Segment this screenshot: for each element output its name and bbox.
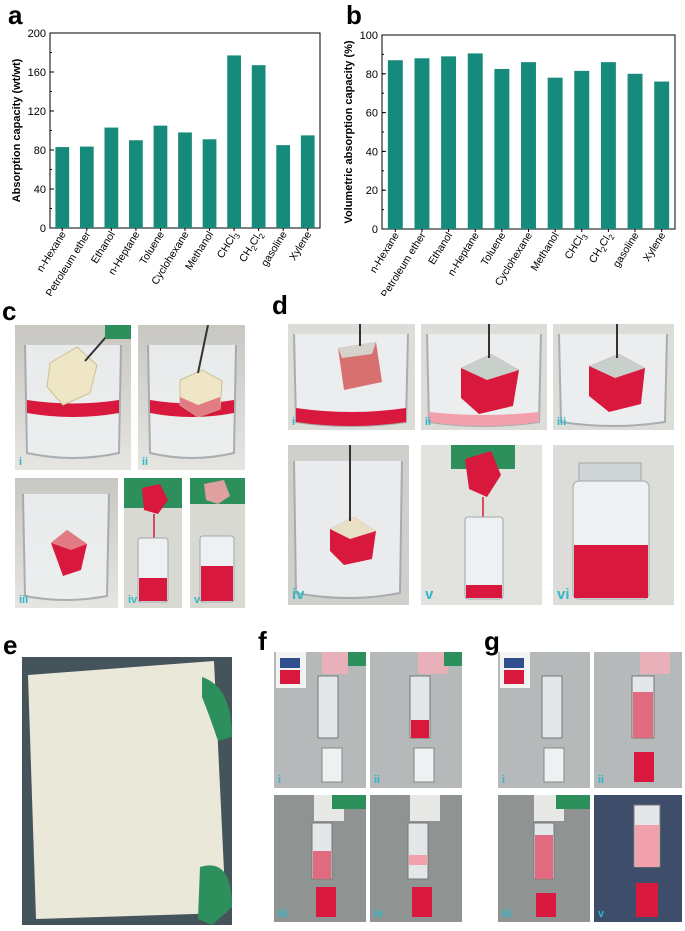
panel-label-f: f <box>258 626 267 656</box>
y-tick-label: 200 <box>28 28 46 40</box>
bar-petroleum-ether <box>414 58 430 229</box>
photo-d-iii: iii <box>553 324 674 430</box>
x-tick-label: Xylene <box>287 229 314 263</box>
photo-label: i <box>19 456 23 468</box>
photo-label: iii <box>557 416 567 428</box>
bar-n-heptane <box>467 53 483 230</box>
x-tick-label: gasoline <box>611 230 642 270</box>
y-tick-label: 0 <box>40 223 46 235</box>
bar-ethanol <box>104 127 119 228</box>
bar-n-heptane <box>129 140 143 228</box>
photo-label: ii <box>598 774 605 786</box>
photo-label: v <box>194 594 201 606</box>
photo-label: iv <box>292 586 305 603</box>
bar-xylene <box>654 81 670 229</box>
photo-label: iv <box>128 594 138 606</box>
bar-ch2cl2 <box>600 62 616 229</box>
bar-gasoline <box>627 73 643 229</box>
photo-c-iii: iii <box>15 478 118 608</box>
bar-toluene <box>494 68 510 229</box>
photo-label: iv <box>374 908 384 920</box>
photo-label: iii <box>278 908 288 920</box>
photo-f-ii: ii <box>370 652 462 788</box>
photo-label: iii <box>502 908 512 920</box>
bar-n-hexane <box>387 60 403 229</box>
panel-label-b: b <box>346 0 362 30</box>
photo-f-iv: iv <box>370 795 462 922</box>
photo-label: v <box>598 908 605 920</box>
photo-f-iii: iii <box>274 795 366 922</box>
photo-d-v: v <box>421 445 542 605</box>
x-tick-label: Ethanol <box>426 230 455 267</box>
panel-label-g: g <box>484 626 500 656</box>
bar-cyclohexane <box>178 132 192 228</box>
bar-n-hexane <box>55 147 70 228</box>
photo-label: v <box>425 586 434 603</box>
y-tick-label: 120 <box>28 106 46 118</box>
photo-label: i <box>292 416 296 428</box>
photo-g-iii: iii <box>498 795 590 922</box>
bar-ethanol <box>441 56 457 230</box>
photo-g-v: v <box>594 795 682 922</box>
photo-label: vi <box>557 586 570 603</box>
panel-label-c: c <box>2 296 17 326</box>
panel-label-a: a <box>8 0 23 30</box>
bar-ch2cl2 <box>251 65 266 228</box>
bar-petroleum-ether <box>79 146 94 228</box>
photo-c-i: i <box>15 325 131 470</box>
x-tick-label: CH2Cl2 <box>587 230 617 267</box>
panel-label-e: e <box>3 630 18 660</box>
x-tick-label: CHCl3 <box>562 230 590 263</box>
bar-cyclohexane <box>521 62 536 229</box>
panel-label-d: d <box>272 290 288 320</box>
y-axis-label: Absorption capacity (wt/wt) <box>11 58 23 202</box>
photo-g-ii: ii <box>594 652 682 788</box>
y-tick-label: 100 <box>360 30 378 42</box>
bar-methanol <box>547 77 563 230</box>
photo-c-ii: ii <box>138 325 245 470</box>
bar-xylene <box>300 135 315 228</box>
y-tick-label: 80 <box>34 145 46 157</box>
y-tick-label: 60 <box>366 108 378 120</box>
photo-c-v: v <box>190 478 245 608</box>
photo-g-i: i <box>498 652 590 788</box>
photo-f-i: i <box>274 652 366 788</box>
photo-c-iv: iv <box>124 478 182 608</box>
photo-e-membrane <box>22 657 232 925</box>
y-tick-label: 160 <box>28 67 46 79</box>
bar-toluene <box>153 125 168 228</box>
photo-label: ii <box>425 416 432 428</box>
bar-gasoline <box>276 145 291 228</box>
bar-chcl3 <box>227 55 241 228</box>
y-axis-label: Volumetric absorption capacity (%) <box>343 40 355 224</box>
x-tick-label: Xylene <box>641 230 668 264</box>
photo-d-iv: iv <box>288 445 409 605</box>
photo-label: ii <box>142 456 149 468</box>
y-tick-label: 20 <box>366 185 378 197</box>
photo-label: i <box>278 774 282 786</box>
photo-label: i <box>502 774 506 786</box>
y-tick-label: 40 <box>366 146 378 158</box>
y-tick-label: 40 <box>34 184 46 196</box>
photo-d-vi: vi <box>553 445 674 605</box>
photo-label: ii <box>374 774 381 786</box>
y-tick-label: 0 <box>372 224 378 236</box>
y-tick-label: 80 <box>366 69 378 81</box>
bar-methanol <box>202 139 217 228</box>
photo-d-ii: ii <box>421 324 547 430</box>
bar-chcl3 <box>574 70 590 229</box>
photo-d-i: i <box>288 324 415 430</box>
photo-label: iii <box>19 594 29 606</box>
